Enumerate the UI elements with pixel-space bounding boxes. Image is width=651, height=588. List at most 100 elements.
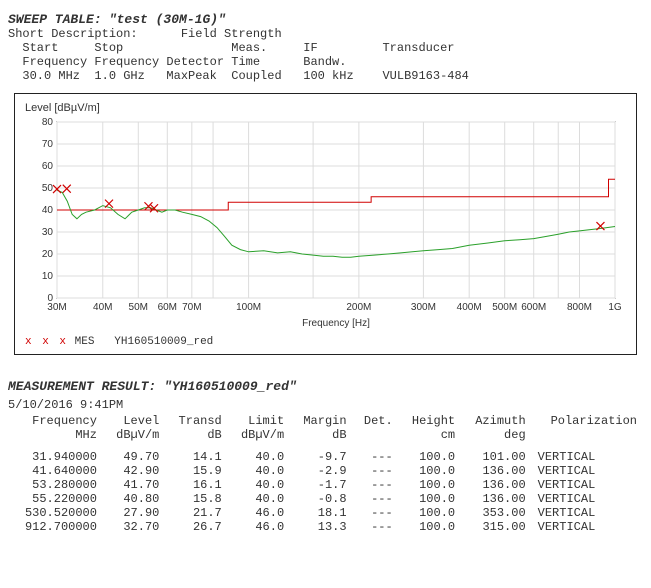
svg-text:30: 30 — [42, 227, 54, 238]
table-cell: -2.9 — [290, 464, 352, 478]
chart-legend: x x x MES YH160510009_red — [25, 332, 626, 348]
table-cell: 40.0 — [228, 450, 290, 464]
col-header: Transd — [165, 414, 227, 428]
chart-container: Level [dBµV/m] 0102030405060708030M40M50… — [14, 93, 637, 355]
param-values: 30.0 MHz 1.0 GHz MaxPeak Coupled 100 kHz… — [8, 69, 643, 83]
table-cell: 18.1 — [290, 506, 352, 520]
svg-text:800M: 800M — [567, 302, 592, 313]
svg-text:80: 80 — [42, 118, 54, 128]
col-subheader: dBµV/m — [228, 428, 290, 442]
svg-text:400M: 400M — [457, 302, 482, 313]
table-cell: 315.00 — [461, 520, 532, 534]
table-cell: -9.7 — [290, 450, 352, 464]
col-subheader — [532, 428, 643, 442]
table-cell: 40.0 — [228, 478, 290, 492]
svg-text:70: 70 — [42, 139, 54, 150]
table-cell: VERTICAL — [532, 506, 643, 520]
svg-text:600M: 600M — [521, 302, 546, 313]
table-cell: 40.0 — [228, 492, 290, 506]
measurement-result-title: MEASUREMENT RESULT: "YH160510009_red" — [8, 379, 643, 394]
sweep-table-name: "test (30M-1G)" — [109, 12, 226, 27]
table-cell: 100.0 — [399, 506, 461, 520]
table-cell: 101.00 — [461, 450, 532, 464]
col-subheader: cm — [399, 428, 461, 442]
table-cell: 136.00 — [461, 464, 532, 478]
table-cell: VERTICAL — [532, 492, 643, 506]
table-cell: VERTICAL — [532, 464, 643, 478]
table-cell: --- — [353, 520, 399, 534]
svg-text:10: 10 — [42, 271, 54, 282]
table-cell: --- — [353, 478, 399, 492]
result-name: "YH160510009_red" — [164, 379, 297, 394]
col-header: Limit — [228, 414, 290, 428]
table-cell: 40.80 — [103, 492, 165, 506]
col-header: Polarization — [532, 414, 643, 428]
sweep-table-title: SWEEP TABLE: "test (30M-1G)" — [8, 12, 643, 27]
table-cell: --- — [353, 492, 399, 506]
table-cell: VERTICAL — [532, 478, 643, 492]
result-table: FrequencyLevelTransdLimitMarginDet.Heigh… — [8, 414, 643, 534]
sweep-chart: 0102030405060708030M40M50M60M70M100M200M… — [25, 118, 625, 328]
table-cell: 13.3 — [290, 520, 352, 534]
table-cell: 100.0 — [399, 478, 461, 492]
col-header: Level — [103, 414, 165, 428]
table-cell: 55.220000 — [8, 492, 103, 506]
table-cell: 100.0 — [399, 492, 461, 506]
table-cell: 100.0 — [399, 464, 461, 478]
svg-text:60M: 60M — [158, 302, 177, 313]
table-cell: 26.7 — [165, 520, 227, 534]
short-desc-value: Field Strength — [181, 27, 282, 41]
table-row: 530.52000027.9021.746.018.1---100.0353.0… — [8, 506, 643, 520]
svg-text:40: 40 — [42, 205, 54, 216]
short-desc-row: Short Description: Field Strength — [8, 27, 643, 41]
table-row: 31.94000049.7014.140.0-9.7---100.0101.00… — [8, 450, 643, 464]
sweep-table-prefix: SWEEP TABLE: — [8, 12, 102, 27]
svg-text:70M: 70M — [182, 302, 201, 313]
table-cell: 46.0 — [228, 506, 290, 520]
table-cell: 136.00 — [461, 492, 532, 506]
svg-text:200M: 200M — [346, 302, 371, 313]
svg-text:1G: 1G — [608, 302, 622, 313]
svg-text:300M: 300M — [411, 302, 436, 313]
col-subheader — [353, 428, 399, 442]
param-headers-1: Start Stop Meas. IF Transducer — [8, 41, 643, 55]
col-header: Frequency — [8, 414, 103, 428]
table-cell: 16.1 — [165, 478, 227, 492]
table-header: FrequencyLevelTransdLimitMarginDet.Heigh… — [8, 414, 643, 442]
col-header: Margin — [290, 414, 352, 428]
table-cell: 40.0 — [228, 464, 290, 478]
col-header: Det. — [353, 414, 399, 428]
svg-text:50: 50 — [42, 183, 54, 194]
col-subheader: dB — [165, 428, 227, 442]
svg-text:100M: 100M — [236, 302, 261, 313]
table-cell: 353.00 — [461, 506, 532, 520]
svg-text:60: 60 — [42, 161, 54, 172]
svg-text:Frequency [Hz]: Frequency [Hz] — [302, 318, 370, 328]
table-cell: 100.0 — [399, 520, 461, 534]
svg-text:20: 20 — [42, 249, 54, 260]
param-headers-2: Frequency Frequency Detector Time Bandw. — [8, 55, 643, 69]
table-cell: 42.90 — [103, 464, 165, 478]
result-datetime: 5/10/2016 9:41PM — [8, 398, 643, 412]
table-cell: 32.70 — [103, 520, 165, 534]
table-cell: 41.70 — [103, 478, 165, 492]
table-cell: 912.700000 — [8, 520, 103, 534]
table-cell: 46.0 — [228, 520, 290, 534]
svg-text:40M: 40M — [93, 302, 112, 313]
table-row: 41.64000042.9015.940.0-2.9---100.0136.00… — [8, 464, 643, 478]
col-subheader: MHz — [8, 428, 103, 442]
table-cell: 31.940000 — [8, 450, 103, 464]
legend-mes-label: MES — [75, 336, 95, 348]
col-subheader: dB — [290, 428, 352, 442]
table-cell: 21.7 — [165, 506, 227, 520]
table-row: 912.70000032.7026.746.013.3---100.0315.0… — [8, 520, 643, 534]
col-subheader: deg — [461, 428, 532, 442]
legend-mes-symbol: x x x — [25, 336, 68, 348]
chart-ylabel: Level [dBµV/m] — [25, 102, 626, 114]
svg-text:50M: 50M — [129, 302, 148, 313]
table-cell: --- — [353, 506, 399, 520]
col-header: Azimuth — [461, 414, 532, 428]
table-cell: 27.90 — [103, 506, 165, 520]
table-cell: 136.00 — [461, 478, 532, 492]
result-prefix: MEASUREMENT RESULT: — [8, 379, 156, 394]
